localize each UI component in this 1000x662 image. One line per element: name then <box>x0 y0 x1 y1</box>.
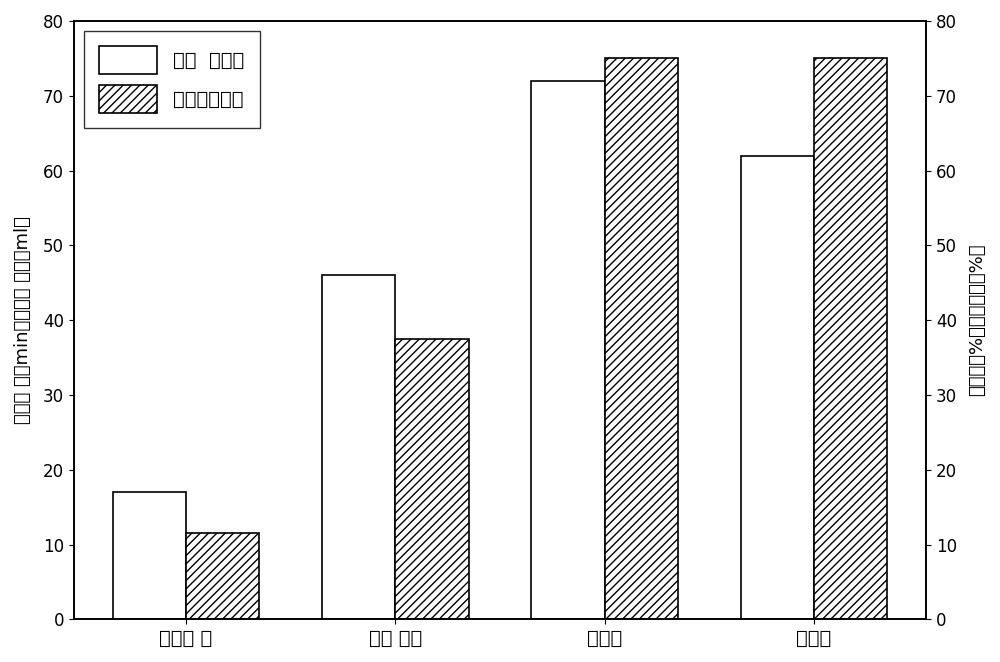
Bar <box>322 275 395 620</box>
Bar <box>395 339 469 620</box>
Bar <box>814 58 887 620</box>
Bar <box>741 156 814 620</box>
Bar <box>531 81 605 620</box>
Bar <box>186 534 259 620</box>
Y-axis label: 沉降时 间（min），泥底 体积（ml）: 沉降时 间（min），泥底 体积（ml） <box>14 216 32 424</box>
Legend: 聚丙  烯酰胺, 微生物絮凝剂: 聚丙 烯酰胺, 微生物絮凝剂 <box>84 30 260 128</box>
Bar <box>605 58 678 620</box>
Y-axis label: 简纯度（%），脱色率（%）: 简纯度（%），脱色率（%） <box>968 244 986 397</box>
Bar <box>113 493 186 620</box>
